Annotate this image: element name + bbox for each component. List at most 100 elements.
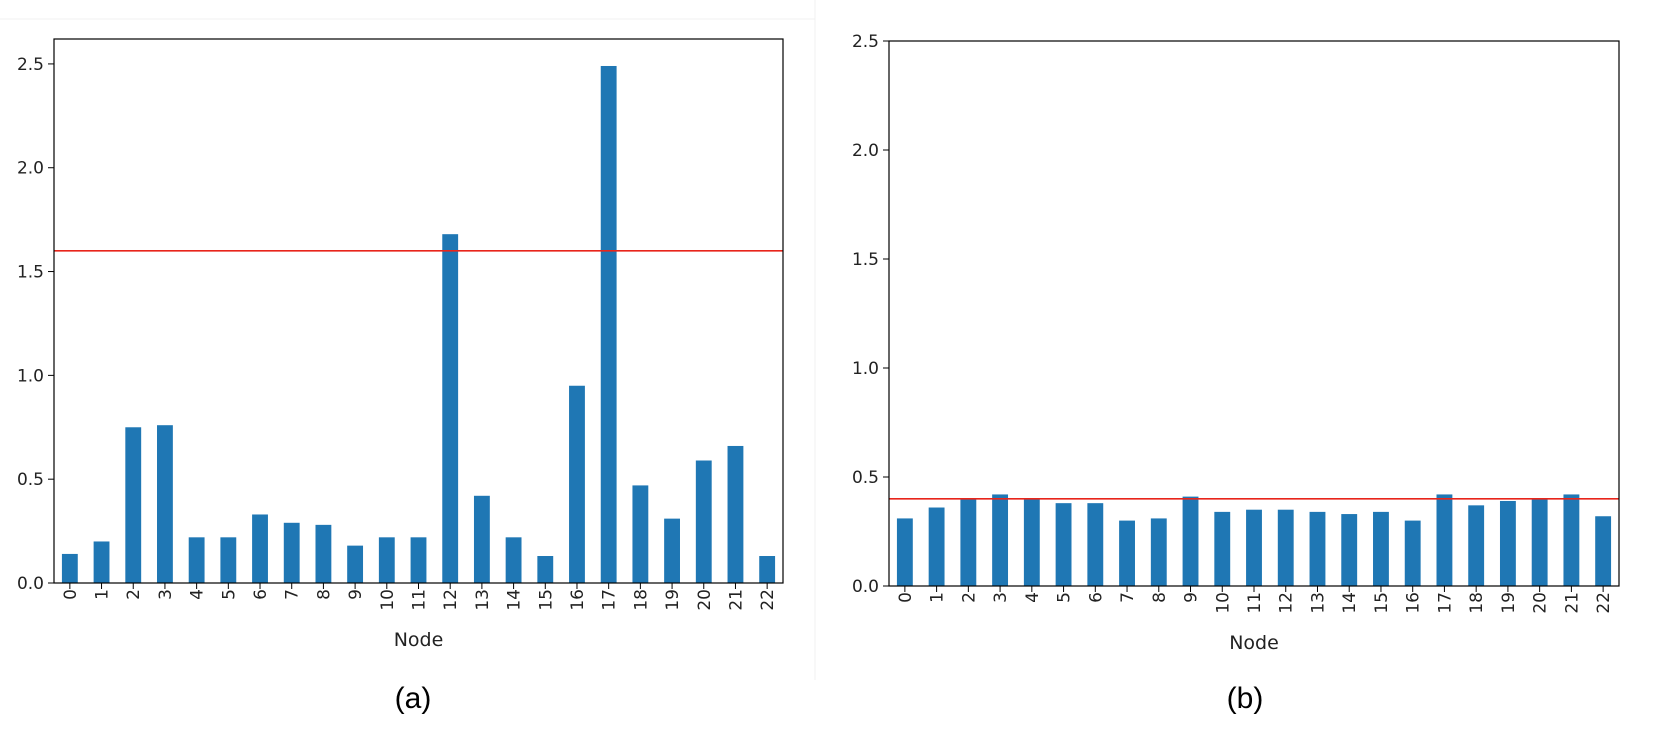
x-tick-label: 1 [928,592,948,603]
x-tick-label: 12 [1277,592,1297,614]
y-tick-label: 0.5 [852,468,879,488]
bar-node-1 [928,507,945,586]
bar-node-22 [759,556,776,583]
y-tick-label: 2.5 [852,32,879,52]
x-tick-label: 4 [188,589,208,600]
y-tick-label: 2.0 [17,159,44,179]
x-tick-label: 8 [314,589,334,600]
x-tick-label: 13 [473,589,493,611]
x-tick-label: 7 [283,589,303,600]
bar-node-21 [1563,494,1580,586]
x-axis-title: Node [394,629,444,651]
x-tick-label: 5 [1055,592,1075,603]
y-tick-label: 1.0 [17,366,44,386]
x-tick-label: 6 [1086,592,1106,603]
bar-node-8 [315,524,332,583]
bar-node-7 [283,522,300,583]
x-tick-label: 19 [663,589,683,611]
bar-node-12 [442,234,459,583]
x-tick-label: 10 [1213,592,1233,614]
x-tick-label: 19 [1499,592,1519,614]
x-tick-label: 11 [1245,592,1265,614]
bar-node-18 [1468,505,1485,586]
bar-node-4 [188,537,205,583]
panel-caption: (a) [395,682,432,715]
y-tick-label: 0.5 [17,470,44,490]
bar-node-14 [505,537,522,583]
bar-node-10 [1214,511,1231,586]
y-tick-label: 2.0 [852,141,879,161]
bar-node-6 [252,514,268,583]
x-tick-label: 8 [1150,592,1170,603]
chart-panel-b: 0.00.51.01.52.02.50 1 2 3 4 5 6 7 8 9 10 11 12 13 14 15… [852,32,1620,715]
y-tick-label: 1.5 [17,263,44,283]
x-tick-label: 10 [378,589,398,611]
x-axis-title: Node [1229,632,1279,654]
x-tick-label: 3 [991,592,1011,603]
bar-node-12 [1277,509,1294,586]
bar-node-11 [410,537,427,583]
bar-node-16 [1404,520,1421,586]
bar-node-9 [347,545,364,583]
bar-node-1 [93,541,110,583]
bar-node-2 [960,498,977,586]
y-tick-label: 0.0 [17,574,44,594]
x-tick-label: 6 [251,589,271,600]
bar-node-19 [664,518,680,583]
x-tick-label: 3 [156,589,176,600]
x-tick-label: 20 [1531,592,1551,614]
x-tick-label: 9 [1182,592,1202,603]
bar-node-5 [1055,503,1072,586]
x-tick-label: 17 [1435,592,1455,614]
bar-node-14 [1341,514,1358,586]
x-tick-label: 1 [93,589,113,600]
bar-node-2 [125,427,142,583]
x-tick-label: 22 [1594,592,1614,614]
x-tick-label: 5 [219,589,239,600]
bar-node-17 [1436,494,1453,586]
x-tick-label: 4 [1023,592,1043,603]
bar-node-5 [220,537,237,583]
x-tick-label: 2 [124,589,144,600]
x-tick-label: 0 [896,592,916,603]
bar-node-4 [1023,498,1040,586]
x-tick-label: 21 [726,589,746,611]
x-tick-label: 13 [1308,592,1328,614]
x-tick-label: 14 [1340,592,1360,614]
x-tick-label: 15 [1372,592,1392,614]
bar-node-19 [1499,500,1516,586]
x-tick-label: 18 [1467,592,1487,614]
bar-node-18 [632,485,649,583]
bar-node-8 [1150,518,1167,586]
bar-node-6 [1087,503,1104,586]
bar-node-3 [157,425,173,583]
bar-node-15 [1373,511,1389,586]
x-tick-label: 0 [61,589,81,600]
x-tick-label: 21 [1562,592,1582,614]
bar-node-16 [569,385,585,583]
x-tick-label: 17 [600,589,620,611]
bar-node-0 [896,518,913,586]
bar-node-0 [61,553,78,583]
bar-node-13 [1309,511,1326,586]
y-tick-label: 0.0 [852,577,879,597]
x-tick-label: 11 [410,589,430,611]
x-tick-label: 14 [505,589,525,611]
bar-node-10 [378,537,395,583]
bar-node-20 [695,460,712,583]
x-tick-label: 16 [1404,592,1424,614]
chart-panel-a: 0.00.51.01.52.02.50 1 2 3 4 5 6 7 8 9 10 11 12 13 14 15… [17,38,784,715]
bar-node-3 [992,494,1009,586]
y-tick-label: 1.0 [852,359,879,379]
bar-node-22 [1595,516,1612,586]
x-tick-label: 22 [758,589,778,611]
x-tick-label: 9 [346,589,366,600]
x-tick-label: 20 [695,589,715,611]
bar-node-11 [1246,509,1262,586]
bar-node-21 [727,445,744,583]
bar-node-17 [600,65,617,584]
x-tick-label: 12 [441,589,461,611]
bar-node-9 [1182,496,1199,586]
panel-caption: (b) [1227,682,1264,715]
